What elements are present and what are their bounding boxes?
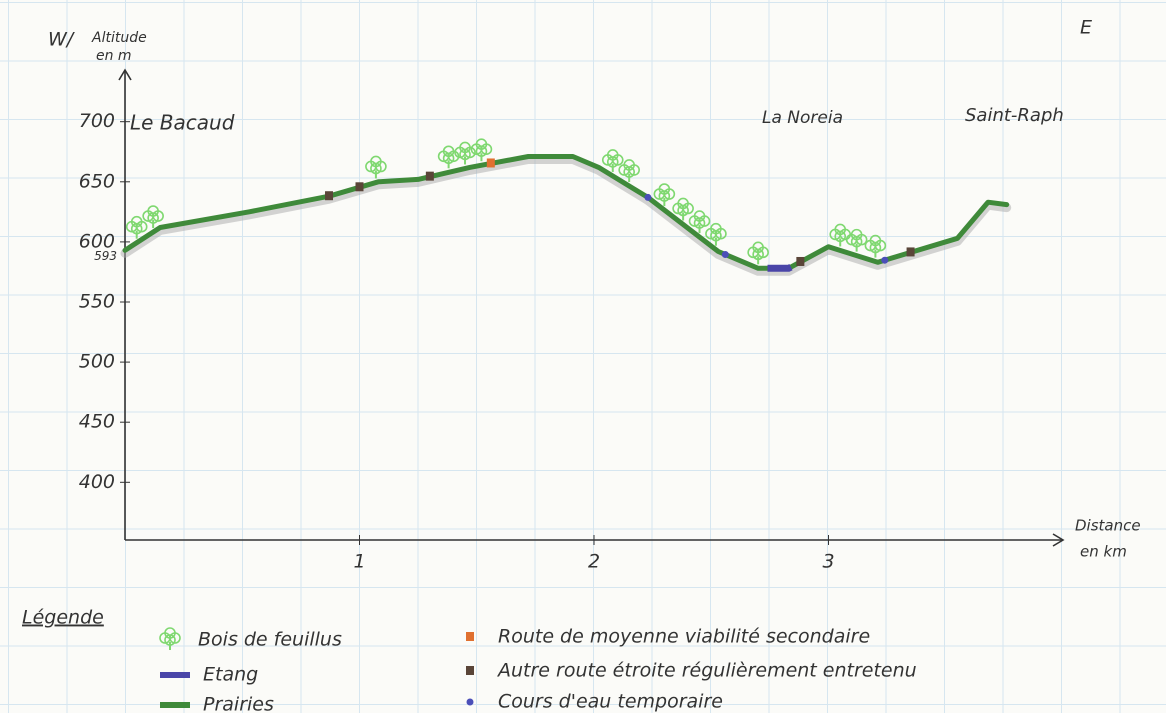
y-tick-label: 400 — [79, 471, 115, 493]
legend-symbol — [160, 672, 190, 678]
road-mark — [426, 172, 434, 181]
road-mark — [907, 247, 915, 256]
pond-segment — [768, 267, 792, 268]
x-axis-label: Distance — [1075, 517, 1141, 535]
legend-symbol — [466, 666, 474, 675]
feature-symbol — [907, 247, 915, 256]
place-label: La Noreia — [762, 108, 843, 128]
legend-label: Route de moyenne viabilité secondaire — [498, 626, 870, 648]
feature-symbol — [325, 191, 333, 200]
y-tick-label: 450 — [79, 411, 115, 433]
feature-symbol — [487, 158, 495, 167]
feature-symbol — [426, 172, 434, 181]
feature-symbol — [356, 182, 364, 191]
road-mark — [466, 666, 474, 675]
start-value-label: 593 — [94, 249, 117, 263]
feature-symbol — [796, 257, 804, 266]
bar-mark — [160, 672, 190, 678]
y-tick-label: 500 — [79, 351, 115, 373]
bar-mark — [160, 702, 190, 708]
stream-mark — [644, 194, 651, 201]
legend-symbol — [467, 699, 474, 706]
y-axis-label: Altitude — [91, 30, 147, 46]
legend-label: Autre route étroite régulièrement entret… — [496, 660, 917, 682]
road-mark — [325, 191, 333, 200]
y-tick-label: 700 — [79, 110, 115, 132]
feature-symbol — [748, 242, 768, 264]
road-mark — [466, 632, 474, 641]
y-tick-label: 650 — [79, 170, 115, 192]
x-axis-label: en km — [1080, 543, 1127, 561]
stream-mark — [881, 257, 888, 264]
place-label: Le Bacaud — [130, 111, 235, 135]
feature-symbol — [881, 257, 888, 264]
y-tick-label: 550 — [79, 290, 115, 312]
legend-symbol — [466, 632, 474, 641]
feature-symbol — [366, 156, 386, 178]
chart: W/ Altitude en m E Distance en km Le Bac… — [0, 0, 1166, 713]
road-mark — [356, 182, 364, 191]
feature-symbol — [644, 194, 651, 201]
legend-label: Prairies — [203, 694, 274, 713]
x-tick-label: 2 — [588, 551, 600, 573]
feature-symbol — [865, 236, 885, 258]
place-label: Saint-Raph — [965, 105, 1064, 126]
x-tick-label: 1 — [353, 551, 365, 573]
road-mark — [796, 257, 804, 266]
west-label: W/ — [48, 29, 76, 51]
road-mark — [487, 158, 495, 167]
y-axis-label: en m — [96, 48, 132, 64]
feature-symbol — [722, 251, 729, 258]
legend-label: Bois de feuillus — [198, 629, 342, 651]
stream-mark — [722, 251, 729, 258]
legend-label: Cours d'eau temporaire — [498, 691, 723, 713]
legend-title: Légende — [22, 607, 104, 629]
legend-label: Etang — [203, 664, 258, 686]
legend-symbol — [160, 628, 180, 650]
x-tick-label: 3 — [822, 551, 834, 573]
stream-mark — [467, 699, 474, 706]
legend-symbol — [160, 702, 190, 708]
east-label: E — [1080, 17, 1092, 39]
